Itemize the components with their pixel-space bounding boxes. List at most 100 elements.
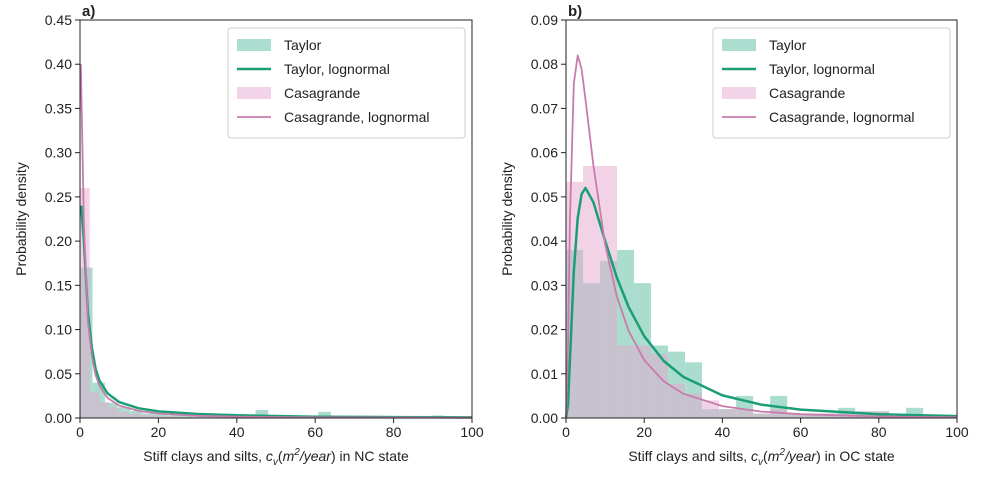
histogram-casagrande xyxy=(80,188,198,418)
y-tick-label: 0.35 xyxy=(45,100,72,116)
line-casagrande-lognormal xyxy=(565,54,958,419)
y-tick-label: 0.25 xyxy=(45,189,72,205)
y-tick-label: 0.09 xyxy=(531,12,558,28)
y-tick-label: 0.20 xyxy=(45,233,72,249)
x-axis-label: Stiff clays and silts, cv(m2/year) in NC… xyxy=(143,447,409,468)
histogram-bar xyxy=(99,402,110,418)
x-axis-label-part: v xyxy=(273,457,279,468)
histogram-bar xyxy=(719,409,737,418)
y-tick-label: 0.08 xyxy=(531,56,558,72)
x-axis-label-part: /year xyxy=(299,448,332,464)
histogram-bar xyxy=(318,411,331,418)
x-tick-label: 80 xyxy=(871,424,887,440)
line-casagrande-lognormal xyxy=(79,64,473,419)
histogram-bar xyxy=(753,413,771,418)
y-tick-label: 0.02 xyxy=(531,322,558,338)
histogram-bar xyxy=(617,345,635,418)
panel-label: b) xyxy=(568,3,582,20)
y-tick-label: 0.30 xyxy=(45,145,72,161)
x-axis-label-part: ( xyxy=(763,448,768,464)
histogram-bar xyxy=(906,407,924,418)
y-tick-label: 0.04 xyxy=(531,233,558,249)
histogram-taylor xyxy=(80,267,444,418)
x-axis-label-part: in NC state xyxy=(336,448,409,464)
panel-a: 0 20 40 60 80 100 0.00 0.05 0.10 0.15 0.20 0.25 0.30… xyxy=(13,3,484,468)
histogram-bar xyxy=(129,413,139,418)
axes-frame xyxy=(565,19,958,419)
histogram-bar xyxy=(80,188,90,418)
x-tick-label: 100 xyxy=(460,424,484,440)
legend-patch xyxy=(722,39,756,51)
line-taylor-lognormal xyxy=(79,205,473,419)
y-tick-label: 0.00 xyxy=(531,410,558,426)
x-axis-label-part: 2 xyxy=(293,447,300,458)
legend-entry: Taylor xyxy=(769,37,807,53)
y-tick-label: 0.15 xyxy=(45,277,72,293)
histogram-bar xyxy=(804,413,822,418)
line-taylor-lognormal xyxy=(564,186,958,419)
legend-box xyxy=(712,27,951,139)
y-tick-label: 0.05 xyxy=(531,189,558,205)
histogram-bar xyxy=(787,413,805,418)
legend-entry: Taylor xyxy=(284,37,322,53)
legend-entry: Casagrande xyxy=(284,85,360,101)
legend-entry: Casagrande, lognormal xyxy=(769,109,915,125)
x-tick-label: 0 xyxy=(562,424,570,440)
histogram-bar xyxy=(855,411,873,418)
x-axis-label-part: Stiff clays and silts, xyxy=(628,448,751,464)
y-axis-label: Probability density xyxy=(13,162,29,276)
legend-patch xyxy=(237,87,271,99)
legend: Taylor Taylor, lognormal Casagrande Casagra… xyxy=(227,27,466,139)
legend-entry: Casagrande xyxy=(769,85,845,101)
x-axis-label-part: /year xyxy=(784,448,817,464)
histogram-bar xyxy=(651,353,669,418)
x-axis-label-part: m xyxy=(283,448,295,464)
histogram-bar xyxy=(255,410,269,418)
legend: Taylor Taylor, lognormal Casagrande Casagra… xyxy=(712,27,951,139)
x-tick-label: 20 xyxy=(151,424,167,440)
histogram-bar xyxy=(119,411,129,418)
y-tick-label: 0.45 xyxy=(45,12,72,28)
x-tick-label: 0 xyxy=(76,424,84,440)
histogram-bar xyxy=(205,416,218,418)
histogram-bar xyxy=(168,416,178,418)
y-tick-label: 0.40 xyxy=(45,56,72,72)
histogram-bar xyxy=(138,414,149,418)
x-tick-label: 20 xyxy=(636,424,652,440)
legend-box xyxy=(227,27,466,139)
histogram-bar xyxy=(158,416,169,418)
x-axis-label-part: in OC state xyxy=(821,448,895,464)
x-tick-label: 80 xyxy=(386,424,402,440)
legend-patch xyxy=(722,87,756,99)
histogram-bar xyxy=(702,400,720,418)
histogram-casagrande xyxy=(566,165,890,418)
histogram-bar xyxy=(148,415,159,418)
histogram-bar xyxy=(180,415,193,418)
legend-patch xyxy=(237,39,271,51)
y-tick-label: 0.00 xyxy=(45,410,72,426)
y-tick-label: 0.03 xyxy=(531,277,558,293)
histogram-bar xyxy=(192,416,206,418)
x-tick-label: 60 xyxy=(307,424,323,440)
y-tick-label: 0.05 xyxy=(45,366,72,382)
histogram-bar xyxy=(600,165,618,418)
x-tick-label: 40 xyxy=(715,424,731,440)
y-tick-label: 0.10 xyxy=(45,322,72,338)
y-tick-label: 0.06 xyxy=(531,145,558,161)
x-tick-label: 40 xyxy=(229,424,245,440)
x-axis-label-part: m xyxy=(768,448,780,464)
panel-b: 0 20 40 60 80 100 0.00 0.01 0.02 0.03 0.04 0.05 0.06… xyxy=(499,3,969,468)
x-axis-label-part: Stiff clays and silts, xyxy=(143,448,266,464)
legend-entry: Taylor, lognormal xyxy=(284,61,390,77)
y-tick-label: 0.07 xyxy=(531,100,558,116)
x-axis-label-part: ) xyxy=(816,448,821,464)
histogram-bar xyxy=(109,407,120,418)
x-axis-label-part: c xyxy=(266,448,273,464)
x-axis-label-part: 2 xyxy=(778,447,785,458)
x-tick-label: 60 xyxy=(793,424,809,440)
x-axis-label-part: v xyxy=(758,457,764,468)
histogram-bar xyxy=(685,393,703,418)
x-axis-label-part: ( xyxy=(278,448,283,464)
panel-label: a) xyxy=(82,3,95,20)
